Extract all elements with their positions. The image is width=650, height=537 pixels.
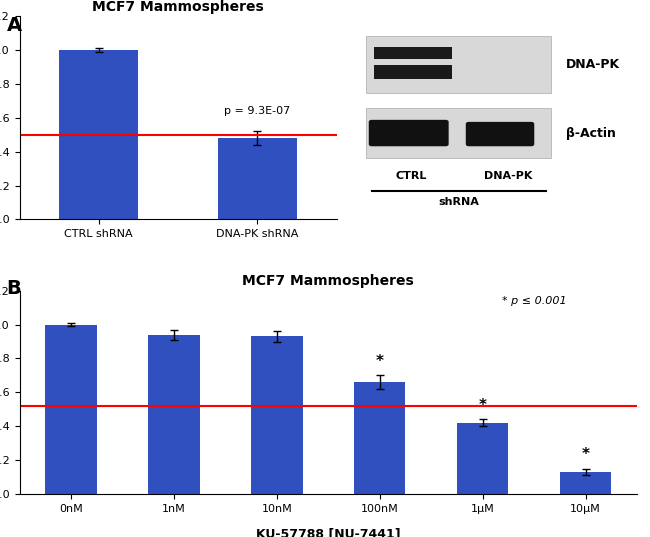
Text: B: B xyxy=(6,279,21,298)
Text: *: * xyxy=(376,354,384,368)
Text: β-Actin: β-Actin xyxy=(566,127,616,140)
FancyBboxPatch shape xyxy=(366,107,551,158)
Text: A: A xyxy=(6,16,21,35)
Bar xyxy=(218,138,297,220)
Bar xyxy=(354,382,406,494)
FancyBboxPatch shape xyxy=(369,120,448,146)
Text: p = 9.3E-07: p = 9.3E-07 xyxy=(224,106,291,117)
Text: shRNA: shRNA xyxy=(438,197,479,207)
Text: *: * xyxy=(582,447,590,462)
FancyBboxPatch shape xyxy=(374,65,452,79)
Bar xyxy=(457,423,508,494)
Bar xyxy=(59,50,138,220)
FancyBboxPatch shape xyxy=(374,47,452,59)
Text: DNA-PK: DNA-PK xyxy=(484,171,533,181)
Title: MCF7 Mammospheres: MCF7 Mammospheres xyxy=(92,0,264,13)
Text: *: * xyxy=(478,398,487,413)
Bar xyxy=(251,336,302,494)
FancyBboxPatch shape xyxy=(466,122,534,146)
Bar xyxy=(560,472,611,494)
FancyBboxPatch shape xyxy=(366,37,551,93)
Bar xyxy=(148,335,200,494)
Text: CTRL: CTRL xyxy=(396,171,427,181)
Title: MCF7 Mammospheres: MCF7 Mammospheres xyxy=(242,274,414,288)
X-axis label: KU-57788 [NU-7441]: KU-57788 [NU-7441] xyxy=(256,528,400,537)
Bar xyxy=(46,324,97,494)
Text: * p ≤ 0.001: * p ≤ 0.001 xyxy=(502,296,566,306)
Text: DNA-PK: DNA-PK xyxy=(566,59,620,71)
